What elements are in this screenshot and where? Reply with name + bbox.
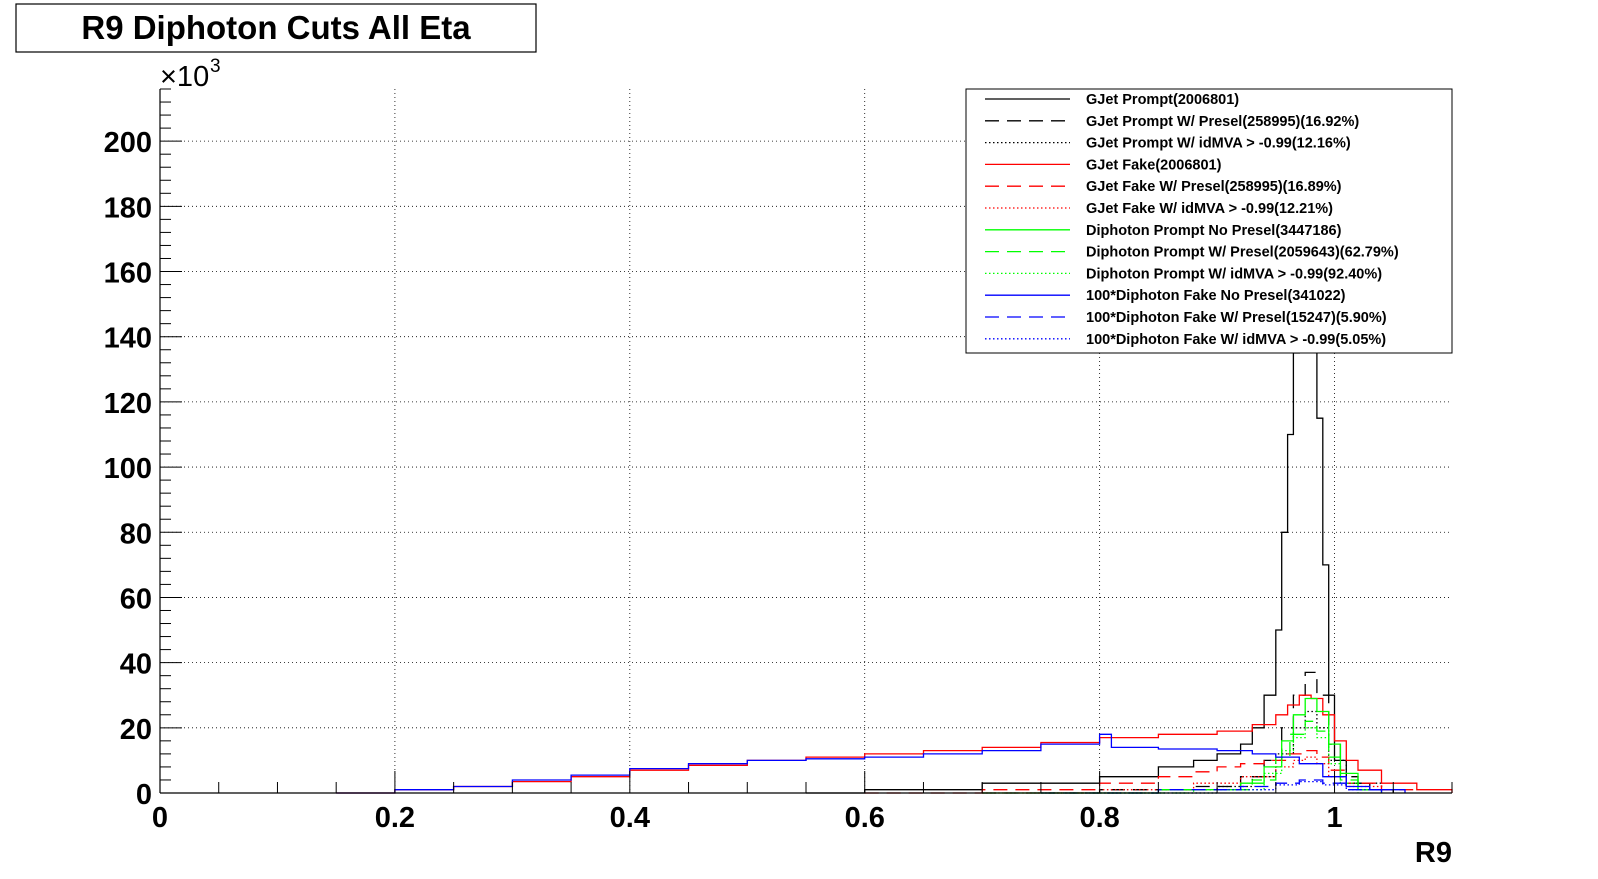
y-tick-label: 0 [136, 779, 152, 811]
series-line-7 [1040, 720, 1383, 794]
series-line-8 [1099, 727, 1359, 794]
legend-items: GJet Prompt(2006801) GJet Prompt W/ Prese… [985, 92, 1399, 348]
legend-label: 100*Diphoton Fake W/ Presel(15247)(5.90%… [1086, 310, 1387, 326]
x-tick-label: 0.6 [845, 802, 885, 834]
legend-frame [965, 88, 1453, 354]
y-multiplier: ×10 3 [160, 56, 221, 93]
series-line-9 [336, 733, 1406, 794]
series-line-6 [982, 697, 1383, 794]
series-line-4 [864, 749, 1418, 794]
x-tick-label: 0.2 [375, 802, 415, 834]
legend-label: GJet Prompt W/ Presel(258995)(16.92%) [1086, 114, 1359, 130]
title-frame [15, 3, 537, 53]
series-line-0 [806, 221, 1394, 794]
series-line-3 [336, 694, 1453, 794]
series-line-5 [982, 756, 1383, 794]
series-line-1 [982, 671, 1394, 794]
y-tick-label: 180 [104, 192, 152, 224]
legend-label: GJet Fake(2006801) [1086, 157, 1222, 173]
y-tick-label: 80 [120, 518, 152, 550]
x-tick-label: 0.4 [610, 802, 650, 834]
y-tick-label: 20 [120, 714, 152, 746]
legend-label: GJet Prompt W/ idMVA > -0.99(12.16%) [1086, 136, 1351, 152]
legend-label: Diphoton Prompt W/ Presel(2059643)(62.79… [1086, 245, 1399, 261]
legend-label: GJet Prompt(2006801) [1086, 92, 1239, 108]
x-tick-label: 1 [1326, 802, 1342, 834]
y-tick-label: 100 [104, 453, 152, 485]
series-line-10 [1040, 779, 1383, 794]
x-tick-label: 0.8 [1079, 802, 1119, 834]
legend-label: Diphoton Prompt No Presel(3447186) [1086, 223, 1342, 239]
legend: GJet Prompt(2006801) GJet Prompt W/ Prese… [965, 88, 1453, 354]
legend-label: 100*Diphoton Fake W/ idMVA > -0.99(5.05%… [1086, 332, 1386, 348]
legend-label: 100*Diphoton Fake No Presel(341022) [1086, 288, 1346, 304]
legend-label: GJet Fake W/ Presel(258995)(16.89%) [1086, 179, 1342, 195]
y-tick-label: 60 [120, 583, 152, 615]
axis-layer: 0 0.2 0.4 0.6 0.8 1 0 20 40 60 80 100 120 140 160 180 20… [104, 88, 1453, 834]
legend-label: GJet Fake W/ idMVA > -0.99(12.21%) [1086, 201, 1333, 217]
x-tick-label: 0 [152, 802, 168, 834]
chart-title: R9 Diphoton Cuts All Eta [81, 9, 471, 46]
y-multiplier-base: ×10 [160, 61, 209, 93]
y-multiplier-exponent: 3 [210, 56, 221, 77]
y-tick-label: 200 [104, 127, 152, 159]
y-tick-label: 120 [104, 388, 152, 420]
y-tick-label: 140 [104, 323, 152, 355]
y-tick-label: 40 [120, 649, 152, 681]
title-box: R9 Diphoton Cuts All Eta [15, 3, 537, 53]
legend-label: Diphoton Prompt W/ idMVA > -0.99(92.40%) [1086, 266, 1382, 282]
y-tick-label: 160 [104, 258, 152, 290]
series-line-2 [1040, 710, 1383, 794]
x-axis-label: R9 [1415, 837, 1452, 869]
